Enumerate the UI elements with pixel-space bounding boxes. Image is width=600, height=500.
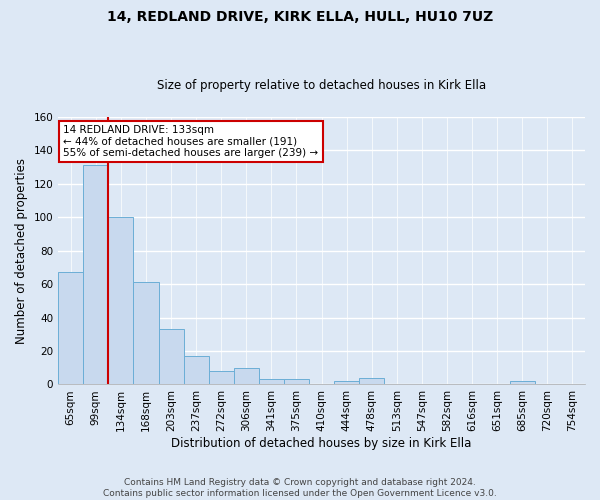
Y-axis label: Number of detached properties: Number of detached properties — [15, 158, 28, 344]
Bar — [158, 329, 184, 384]
Bar — [184, 356, 209, 384]
Text: Contains HM Land Registry data © Crown copyright and database right 2024.
Contai: Contains HM Land Registry data © Crown c… — [103, 478, 497, 498]
Bar — [510, 381, 535, 384]
Bar — [58, 272, 83, 384]
Bar — [259, 380, 284, 384]
Text: 14, REDLAND DRIVE, KIRK ELLA, HULL, HU10 7UZ: 14, REDLAND DRIVE, KIRK ELLA, HULL, HU10… — [107, 10, 493, 24]
Text: 14 REDLAND DRIVE: 133sqm
← 44% of detached houses are smaller (191)
55% of semi-: 14 REDLAND DRIVE: 133sqm ← 44% of detach… — [64, 125, 319, 158]
Bar — [284, 380, 309, 384]
X-axis label: Distribution of detached houses by size in Kirk Ella: Distribution of detached houses by size … — [172, 437, 472, 450]
Bar — [133, 282, 158, 384]
Bar — [209, 371, 234, 384]
Title: Size of property relative to detached houses in Kirk Ella: Size of property relative to detached ho… — [157, 79, 486, 92]
Bar — [109, 217, 133, 384]
Bar — [334, 381, 359, 384]
Bar — [234, 368, 259, 384]
Bar — [83, 166, 109, 384]
Bar — [359, 378, 385, 384]
